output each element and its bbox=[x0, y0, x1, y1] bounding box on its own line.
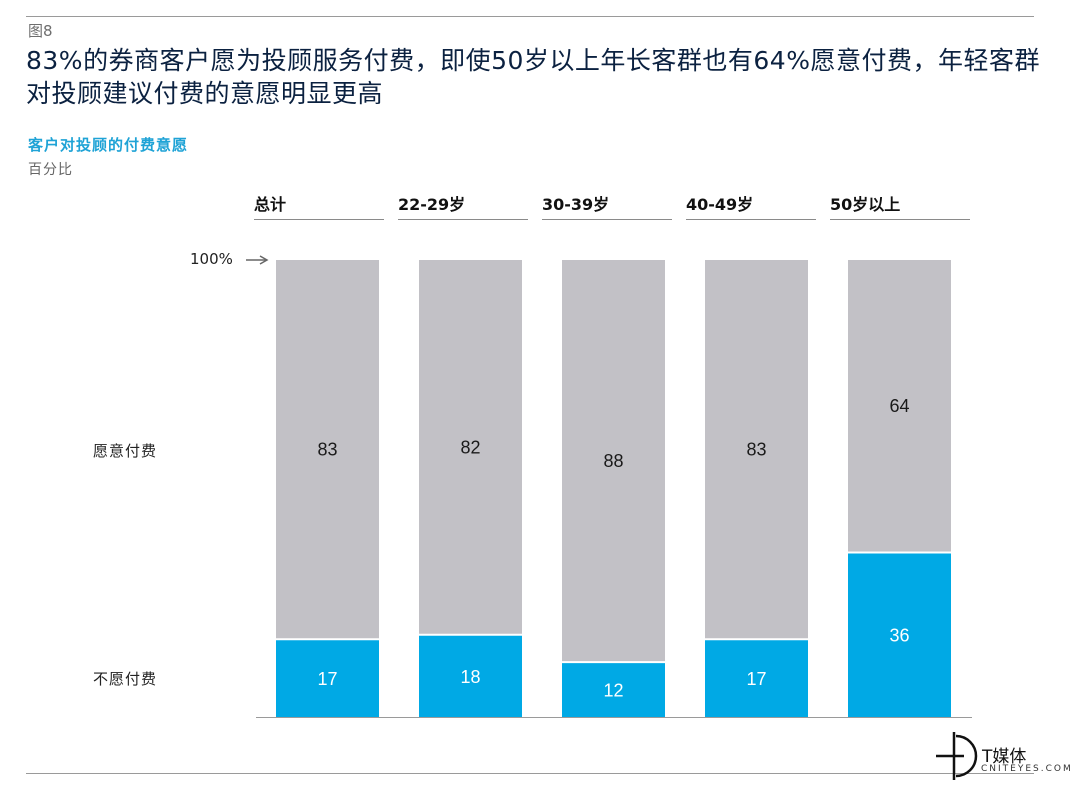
reference-arrow-icon bbox=[246, 255, 269, 265]
column-header-40-49: 40-49岁 bbox=[686, 192, 816, 220]
bar-unwilling-3 bbox=[705, 639, 808, 717]
t-media-logo-icon bbox=[936, 732, 978, 780]
bar-unwilling-4 bbox=[848, 552, 951, 717]
chart-subtitle: 客户对投顾的付费意愿 bbox=[28, 136, 189, 154]
data-label-unwilling-0: 17 bbox=[317, 669, 337, 689]
bar-willing-3 bbox=[705, 260, 808, 640]
row-label-unwilling: 不愿付费 bbox=[93, 670, 158, 688]
bar-unwilling-0 bbox=[276, 639, 379, 717]
data-label-unwilling-4: 36 bbox=[889, 626, 909, 646]
bar-willing-1 bbox=[419, 260, 522, 635]
data-label-willing-4: 64 bbox=[889, 396, 909, 416]
reference-100-label: 100% bbox=[190, 250, 233, 268]
row-label-willing: 愿意付费 bbox=[93, 442, 158, 460]
column-header-22-29: 22-29岁 bbox=[398, 192, 528, 220]
watermark-name: T媒体 bbox=[982, 747, 1027, 767]
column-header-30-39: 30-39岁 bbox=[542, 192, 672, 220]
unit-label: 百分比 bbox=[28, 162, 73, 178]
watermark-domain: CNITEYES.COM bbox=[981, 764, 1073, 774]
headline: 83%的券商客户愿为投顾服务付费，即使50岁以上年长客群也有64%愿意付费，年轻… bbox=[26, 46, 1040, 108]
top-rule bbox=[26, 16, 1034, 17]
column-header-total: 总计 bbox=[254, 192, 384, 220]
data-label-willing-2: 88 bbox=[603, 451, 623, 471]
data-label-willing-3: 83 bbox=[746, 440, 766, 460]
bar-willing-0 bbox=[276, 260, 379, 640]
data-label-unwilling-3: 17 bbox=[746, 669, 766, 689]
bar-unwilling-2 bbox=[562, 662, 665, 717]
bar-willing-4 bbox=[848, 260, 951, 553]
data-label-willing-0: 83 bbox=[317, 440, 337, 460]
column-header-50-plus: 50岁以上 bbox=[830, 192, 970, 220]
bar-willing-2 bbox=[562, 260, 665, 663]
data-label-willing-1: 82 bbox=[460, 437, 480, 457]
data-label-unwilling-2: 12 bbox=[603, 681, 623, 701]
data-label-unwilling-1: 18 bbox=[460, 667, 480, 687]
bar-unwilling-1 bbox=[419, 634, 522, 717]
figure-label: 图8 bbox=[28, 22, 53, 40]
bottom-rule bbox=[26, 773, 1034, 774]
